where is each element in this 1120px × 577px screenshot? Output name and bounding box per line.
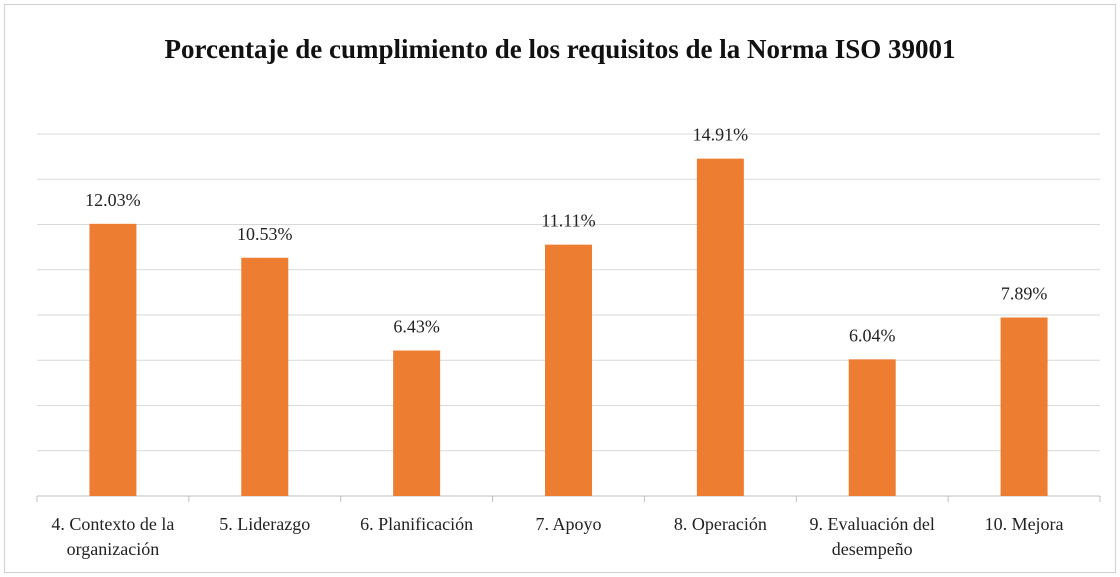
data-label: 14.91% — [693, 125, 749, 145]
bar — [545, 244, 592, 496]
data-label: 7.89% — [1001, 283, 1048, 303]
data-label: 11.11% — [541, 211, 595, 231]
x-tick-label: 4. Contexto de la organización — [51, 514, 175, 559]
bar — [89, 223, 137, 497]
data-label: 12.03% — [85, 190, 141, 210]
x-tick-label: 5. Liderazgo — [219, 514, 311, 534]
bar — [1000, 317, 1048, 496]
x-tick-label: 7. Apoyo — [535, 514, 602, 534]
x-tick-label: 8. Operación — [673, 514, 767, 534]
data-label: 6.04% — [849, 325, 896, 345]
bar — [241, 257, 289, 496]
data-label: 6.43% — [393, 317, 440, 337]
x-tick-label: 10. Mejora — [984, 514, 1064, 534]
chart-title: Porcentaje de cumplimiento de los requis… — [164, 34, 956, 64]
bar — [696, 158, 744, 496]
x-tick-label: 6. Planificación — [360, 514, 474, 534]
bar — [393, 350, 441, 496]
data-label: 10.53% — [237, 224, 293, 244]
chart-border — [4, 4, 1116, 573]
x-tick-label: 9. Evaluación del desempeño — [809, 514, 935, 559]
bar — [848, 359, 896, 496]
